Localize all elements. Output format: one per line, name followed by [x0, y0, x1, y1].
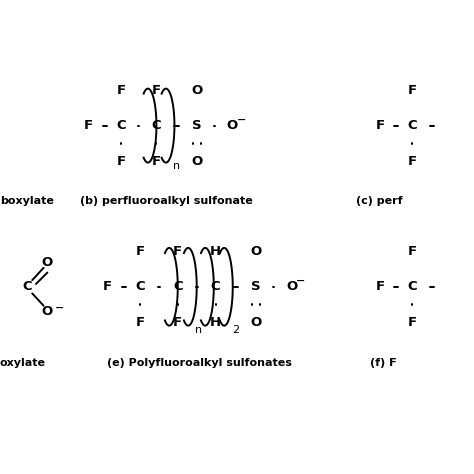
- Text: n: n: [194, 325, 202, 336]
- Text: (c) perf: (c) perf: [356, 196, 402, 207]
- Text: O: O: [250, 316, 262, 329]
- Text: O: O: [286, 280, 297, 293]
- Text: F: F: [375, 119, 385, 132]
- Text: H: H: [210, 316, 221, 329]
- Text: O: O: [227, 119, 238, 132]
- Text: F: F: [116, 83, 126, 97]
- Text: (e) Polyfluoroalkyl sulfonates: (e) Polyfluoroalkyl sulfonates: [107, 357, 292, 368]
- Text: C: C: [173, 280, 182, 293]
- Text: n: n: [173, 161, 180, 172]
- Text: O: O: [42, 255, 53, 269]
- Text: F: F: [116, 155, 126, 168]
- Text: −: −: [296, 276, 306, 286]
- Text: oxylate: oxylate: [0, 357, 46, 368]
- Text: F: F: [152, 155, 161, 168]
- Text: C: C: [23, 280, 32, 293]
- Text: S: S: [192, 119, 201, 132]
- Text: F: F: [152, 83, 161, 97]
- Text: F: F: [173, 316, 182, 329]
- Text: F: F: [84, 119, 93, 132]
- Text: O: O: [250, 245, 262, 258]
- Text: C: C: [408, 280, 417, 293]
- Text: 2: 2: [232, 325, 240, 336]
- Text: C: C: [408, 119, 417, 132]
- Text: (f) F: (f) F: [370, 357, 396, 368]
- Text: −: −: [237, 115, 246, 125]
- Text: H: H: [210, 245, 221, 258]
- Text: F: F: [135, 316, 145, 329]
- Text: O: O: [191, 155, 202, 168]
- Text: C: C: [152, 119, 161, 132]
- Text: −: −: [55, 302, 64, 313]
- Text: F: F: [173, 245, 182, 258]
- Text: F: F: [408, 155, 417, 168]
- Text: F: F: [375, 280, 385, 293]
- Text: F: F: [408, 245, 417, 258]
- Text: F: F: [135, 245, 145, 258]
- Text: O: O: [191, 83, 202, 97]
- Text: boxylate: boxylate: [0, 196, 54, 207]
- Text: C: C: [211, 280, 220, 293]
- Text: F: F: [103, 280, 112, 293]
- Text: C: C: [135, 280, 145, 293]
- Text: F: F: [408, 83, 417, 97]
- Text: O: O: [42, 305, 53, 318]
- Text: (b) perfluoroalkyl sulfonate: (b) perfluoroalkyl sulfonate: [80, 196, 252, 207]
- Text: S: S: [251, 280, 261, 293]
- Text: C: C: [116, 119, 126, 132]
- Text: F: F: [408, 316, 417, 329]
